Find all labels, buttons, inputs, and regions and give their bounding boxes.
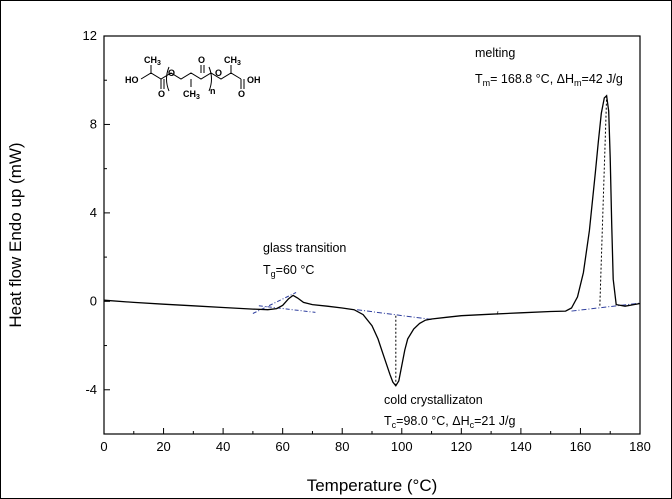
y-tick-label: 0 — [90, 293, 97, 308]
x-tick-label: 140 — [510, 439, 532, 454]
tg-tangent-line — [252, 292, 297, 314]
cold-crystallization-label: cold crystallizaton — [384, 393, 483, 407]
x-tick-label: 60 — [275, 439, 289, 454]
structure-n: n — [210, 86, 216, 96]
structure-bracket-left — [166, 66, 170, 92]
dsc-curve — [103, 94, 641, 387]
structure-ch3-right: CH3 — [224, 55, 241, 67]
tg-label: Tg=60 °C — [263, 263, 314, 279]
pla-structure — [140, 65, 245, 92]
structure-bracket-right — [208, 66, 212, 92]
tc-label: Tc=98.0 °C, ΔHc=21 J/g — [384, 414, 515, 430]
structure-o-left-ester: O — [168, 68, 175, 78]
x-tick-label: 180 — [629, 439, 651, 454]
y-tick-label: -4 — [85, 382, 97, 397]
y-tick-label: 4 — [90, 205, 97, 220]
structure-ch3-mid: CH3 — [183, 89, 200, 101]
structure-o-mid-carbonyl: O — [198, 55, 205, 65]
y-tick-label: 12 — [83, 28, 97, 43]
x-tick-label: 80 — [335, 439, 349, 454]
x-axis-title: Temperature (°C) — [307, 476, 438, 495]
tm-baseline-line — [571, 302, 641, 312]
x-tick-label: 40 — [216, 439, 230, 454]
structure-o-right-carbonyl: O — [238, 89, 245, 99]
glass-transition-label: glass transition — [263, 241, 346, 255]
tg-baseline-line — [258, 305, 316, 313]
structure-ch3-left: CH3 — [144, 55, 161, 67]
structure-o-right-ester: O — [215, 68, 222, 78]
x-tick-label: 160 — [570, 439, 592, 454]
axis-ticks — [103, 35, 641, 435]
melting-label: melting — [475, 46, 515, 60]
x-tick-label: 120 — [450, 439, 472, 454]
x-tick-label: 100 — [391, 439, 413, 454]
structure-backbone — [140, 72, 242, 80]
baseline-constructions — [252, 95, 641, 386]
structure-o-left-carbonyl: O — [158, 89, 165, 99]
structure-ho: HO — [125, 75, 139, 85]
axis-tick-labels: 0 20 40 60 80 100 120 140 160 180 -4 0 4 8 12 — [83, 28, 651, 454]
x-tick-label: 0 — [100, 439, 107, 454]
y-axis-title: Heat flow Endo up (mW) — [6, 142, 25, 327]
y-tick-label: 8 — [90, 116, 97, 131]
tm-peak-drop-line — [599, 95, 608, 308]
structure-oh: OH — [247, 75, 261, 85]
tm-label: Tm= 168.8 °C, ΔHm=42 J/g — [475, 72, 623, 88]
x-tick-label: 20 — [156, 439, 170, 454]
tc-baseline-line — [357, 309, 432, 320]
